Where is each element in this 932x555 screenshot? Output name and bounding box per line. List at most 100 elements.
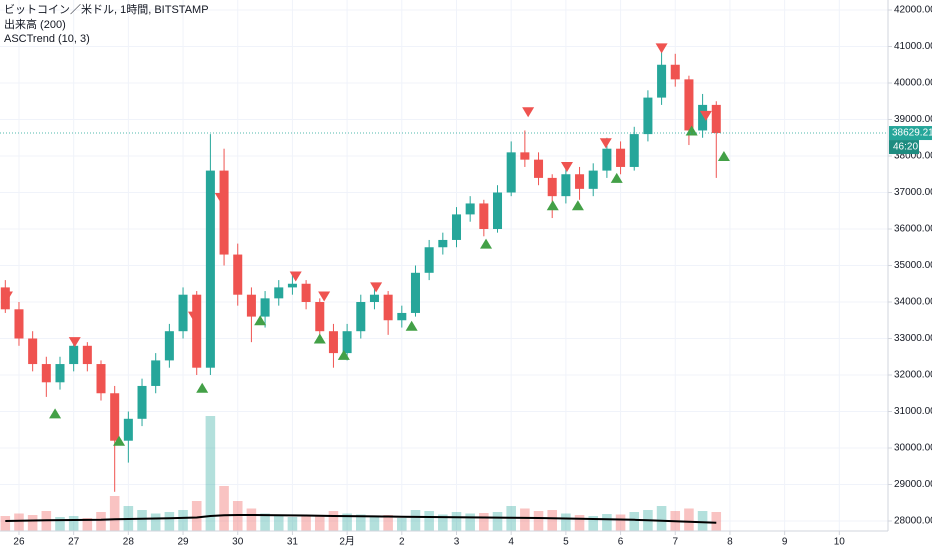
volume-bar (451, 512, 462, 531)
indicator-label: 出来高 (200) (4, 17, 66, 31)
buy-signal (685, 125, 698, 136)
candle-body (657, 64, 667, 98)
candle-body (534, 159, 544, 178)
sell-signal (560, 161, 573, 172)
y-tick-label: 31000.00 (894, 406, 932, 417)
x-tick-label: 2 (399, 537, 405, 548)
y-tick-label: 38000.00 (894, 151, 932, 162)
countdown-box (889, 140, 919, 155)
candle-body (684, 79, 694, 131)
volume-bar (588, 516, 599, 531)
y-tick-label: 42000.00 (894, 5, 932, 16)
candle-body (588, 170, 598, 189)
candle-body (561, 174, 571, 197)
y-tick-label: 33000.00 (894, 333, 932, 344)
y-tick-label: 41000.00 (894, 41, 932, 52)
candle-body (274, 287, 284, 299)
candle-body (369, 294, 379, 302)
legend: ビットコイン／米ドル, 1時間, BITSTAMP 出来高 (200) ASCT… (4, 3, 209, 45)
volume-bar (492, 512, 503, 531)
y-tick-label: 36000.00 (894, 224, 932, 235)
volume-bar (287, 517, 298, 531)
candle-body (479, 203, 489, 230)
sell-signal (318, 291, 331, 302)
volume-bar (629, 512, 640, 531)
y-tick-label: 28000.00 (894, 516, 932, 527)
volume-bar (137, 510, 147, 531)
candle-body (96, 364, 106, 394)
volume-bar (55, 517, 65, 531)
candle-body (55, 364, 65, 383)
y-tick-label: 30000.00 (894, 443, 932, 454)
candle-body (410, 272, 420, 313)
sell-signal (187, 311, 200, 322)
volume-bar (14, 513, 24, 531)
sell-signal (214, 192, 227, 203)
buy-signal (480, 238, 493, 249)
candle-body (383, 294, 393, 321)
candle-body (643, 97, 653, 135)
indicator-label: ASCTrend (10, 3) (4, 33, 90, 45)
candle-body (14, 309, 24, 339)
candle-body (82, 345, 92, 365)
volume-bar (273, 516, 284, 531)
candle-body (493, 192, 503, 230)
sell-signal (699, 110, 712, 121)
volume-bar (561, 513, 571, 531)
candle-body (28, 338, 38, 365)
volume-bar (260, 513, 270, 531)
price-pane (0, 43, 888, 492)
x-tick-label: 6 (618, 537, 624, 548)
candle-body (137, 385, 147, 419)
x-tick-label: 3 (454, 537, 460, 548)
chart-title: ビットコイン／米ドル, 1時間, BITSTAMP (4, 3, 209, 16)
grid (0, 0, 888, 531)
candle-body (670, 64, 680, 80)
last-price-box (889, 126, 932, 141)
volume-bar (109, 496, 120, 531)
volume-bar (479, 513, 489, 531)
candle-body (465, 203, 475, 215)
candle-body (547, 177, 557, 197)
sell-signal (68, 337, 81, 348)
x-tick-label: 28 (123, 537, 135, 548)
volume-bar (711, 512, 722, 531)
volume-bar (684, 508, 694, 531)
volume-bar (369, 516, 380, 531)
candle-body (110, 393, 120, 441)
countdown-label: 46:20 (893, 142, 918, 153)
buy-signal (313, 333, 326, 344)
candle-body (41, 364, 51, 383)
volume-bar (383, 515, 393, 531)
y-tick-label: 29000.00 (894, 479, 932, 490)
x-tick-label: 7 (672, 537, 678, 548)
candle-body (424, 247, 434, 273)
candle-body (205, 170, 215, 368)
candle-body (246, 294, 256, 317)
candle-body (356, 301, 366, 332)
candle-body (711, 104, 721, 134)
x-tick-label: 26 (13, 537, 25, 548)
buy-signal (254, 315, 267, 326)
sell-signal (289, 271, 302, 282)
buy-signal (610, 172, 623, 183)
volume-bar (602, 514, 612, 531)
candle-body (616, 148, 626, 167)
candle-body (151, 360, 161, 386)
candle-body (178, 294, 188, 332)
candle-body (301, 283, 311, 302)
x-tick-label: 4 (508, 537, 514, 548)
volume-bar (219, 486, 229, 531)
sell-signal (599, 138, 612, 149)
volume-bar (178, 510, 188, 531)
candle-body (315, 301, 325, 332)
y-tick-label: 35000.00 (894, 260, 932, 271)
sell-signal (655, 43, 668, 54)
volume-bar (438, 514, 448, 531)
y-tick-label: 37000.00 (894, 187, 932, 198)
last-price-label: 38629.21 (892, 128, 932, 139)
candle-body (164, 331, 174, 361)
candle-body (520, 152, 530, 160)
